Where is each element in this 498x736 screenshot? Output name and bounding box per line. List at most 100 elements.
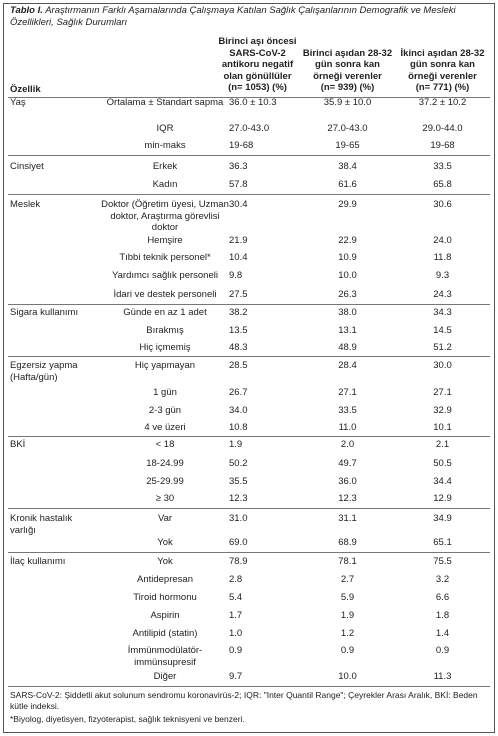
- column-header: örneği verenler: [408, 70, 477, 82]
- group-rule: [8, 686, 490, 687]
- cell-value: 22.9: [338, 235, 357, 246]
- cell-value: 24.0: [433, 235, 452, 246]
- cell-value: 57.8: [229, 179, 248, 190]
- column-header: (n= 1053) (%): [228, 82, 287, 93]
- cell-value: 1.9: [229, 439, 243, 450]
- cell-value: 10.4: [229, 252, 248, 263]
- cell-value: 29.9: [338, 199, 357, 210]
- group-rule: [8, 304, 490, 305]
- column-header: İkinci aşıdan 28-32: [400, 47, 485, 59]
- cell-value: 10.0: [338, 671, 357, 682]
- cell-value: 34.9: [433, 513, 452, 524]
- cell-value: 1.7: [229, 610, 243, 621]
- title-text: Araştırmanın Farklı Aşamalarında Çalışma…: [10, 5, 456, 28]
- group-name: Kronik hastalık varlığı: [10, 513, 73, 536]
- cell-value: 27.0-43.0: [327, 123, 368, 134]
- cell-value: 30.4: [229, 199, 248, 210]
- column-header: gün sonra kan: [410, 59, 475, 70]
- cell-value: 11.8: [433, 252, 452, 263]
- group-name: Meslek: [10, 199, 41, 210]
- cell-value: 78.9: [229, 556, 248, 567]
- row-label: Yardımcı sağlık personeli: [112, 270, 218, 281]
- row-label: 25-29.99: [146, 476, 184, 487]
- row-label: Hemşire: [147, 235, 183, 246]
- cell-value: 65.8: [433, 179, 452, 190]
- cell-value: 13.1: [338, 325, 357, 336]
- title-label: Tablo I.: [10, 5, 43, 16]
- cell-value: 10.8: [229, 422, 248, 433]
- row-label: 2-3 gün: [148, 405, 182, 416]
- cell-value: 1.8: [435, 610, 450, 621]
- row-label: IQR: [156, 123, 174, 134]
- cell-value: 38.4: [338, 161, 357, 172]
- cell-value: 0.9: [435, 645, 450, 656]
- cell-value: 19-65: [335, 140, 360, 151]
- cell-value: 10.9: [338, 252, 357, 263]
- cell-value: 11.3: [433, 671, 452, 682]
- cell-value: 12.3: [229, 493, 248, 504]
- table-title: Tablo I. Araştırmanın Farklı Aşamalarınd…: [10, 5, 480, 28]
- cell-value: 3.2: [435, 574, 450, 585]
- row-label: Yok: [157, 556, 173, 567]
- footnote: SARS-CoV-2: Şiddetli akut solunum sendro…: [10, 690, 478, 711]
- group-name: BKİ: [10, 439, 26, 450]
- header-feature: Özellik: [10, 84, 41, 95]
- cell-value: 78.1: [338, 556, 357, 567]
- cell-value: 69.0: [229, 537, 248, 548]
- cell-value: 49.7: [338, 458, 357, 469]
- group-name: Cinsiyet: [10, 161, 44, 172]
- cell-value: 50.2: [229, 458, 248, 469]
- group-name: Yaş: [10, 97, 26, 108]
- cell-value: 32.9: [433, 405, 452, 416]
- column-header: SARS-CoV-2: [229, 47, 286, 59]
- row-label: Aspirin: [150, 610, 180, 621]
- column-header: (n= 771) (%): [415, 82, 470, 93]
- cell-value: 10.0: [338, 270, 357, 281]
- cell-value: 9.3: [435, 270, 450, 281]
- column-header: Birinci aşı öncesi: [218, 36, 297, 47]
- group-rule: [8, 552, 490, 553]
- cell-value: 38.0: [338, 307, 357, 318]
- cell-value: 35.9 ± 10.0: [323, 97, 372, 108]
- cell-value: 9.8: [229, 270, 243, 281]
- group-rule: [8, 155, 490, 156]
- cell-value: 28.5: [229, 360, 248, 371]
- cell-value: 14.5: [433, 325, 452, 336]
- cell-value: 5.4: [229, 592, 243, 603]
- cell-value: 27.0-43.0: [229, 123, 270, 134]
- group-rule: [8, 436, 490, 437]
- cell-value: 48.9: [338, 342, 357, 353]
- column-header: olan gönüllüler: [223, 70, 292, 82]
- row-label: ≥ 30: [155, 493, 175, 504]
- group-name: Sigara kullanımı: [10, 307, 79, 318]
- column-header: (n= 939) (%): [320, 82, 375, 93]
- cell-value: 36.0: [338, 476, 357, 487]
- cell-value: 1.0: [229, 628, 243, 639]
- cell-value: 0.9: [340, 645, 355, 656]
- row-label: Antidepresan: [137, 574, 193, 585]
- row-label: Bırakmış: [146, 325, 184, 336]
- cell-value: 1.2: [340, 628, 355, 639]
- cell-value: 21.9: [229, 235, 248, 246]
- row-label: Günde en az 1 adet: [123, 307, 207, 318]
- header-rule: [8, 97, 490, 98]
- cell-value: 9.7: [229, 671, 243, 682]
- cell-value: 6.6: [435, 592, 450, 603]
- cell-value: 30.0: [433, 360, 452, 371]
- cell-value: 5.9: [340, 592, 355, 603]
- cell-value: 2.8: [229, 574, 243, 585]
- row-label: Diğer: [153, 671, 177, 682]
- cell-value: 19-68: [430, 140, 455, 151]
- cell-value: 31.0: [229, 513, 248, 524]
- group-rule: [8, 508, 490, 509]
- cell-value: 0.9: [229, 645, 243, 656]
- cell-value: 33.5: [433, 161, 452, 172]
- cell-value: 2.0: [340, 439, 355, 450]
- cell-value: 1.9: [340, 610, 355, 621]
- cell-value: 34.4: [433, 476, 452, 487]
- row-label: Kadın: [152, 179, 178, 190]
- row-label: Ortalama ± Standart sapma: [106, 97, 224, 108]
- cell-value: 2.1: [435, 439, 450, 450]
- cell-value: 1.4: [435, 628, 450, 639]
- cell-value: 13.5: [229, 325, 248, 336]
